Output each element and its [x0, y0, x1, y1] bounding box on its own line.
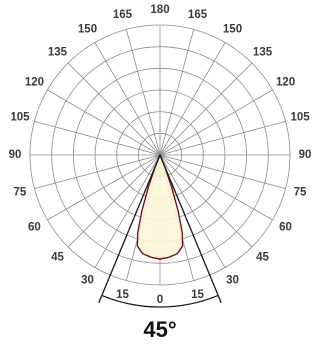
angle-tick-label: 15 — [191, 289, 204, 301]
angle-tick-label: 120 — [276, 77, 295, 89]
angle-tick-label: 45 — [256, 252, 269, 264]
angle-tick-label: 0 — [157, 294, 163, 306]
angle-tick-label: 60 — [279, 222, 292, 234]
angle-tick-label: 150 — [78, 23, 97, 35]
angle-tick-label: 15 — [116, 289, 129, 301]
angle-tick-label: 150 — [223, 23, 242, 35]
grid-ray — [47, 154, 161, 221]
angle-tick-label: 60 — [28, 222, 41, 234]
beam-angle-indicator — [98, 154, 222, 308]
angle-tick-label: 45 — [51, 252, 64, 264]
grid-ray — [159, 42, 226, 156]
grid-ray — [159, 154, 273, 221]
angle-tick-label: 135 — [48, 47, 68, 59]
angle-tick-label: 105 — [290, 112, 310, 124]
angle-tick-label: 90 — [299, 149, 312, 161]
beam-arc — [101, 294, 219, 308]
grid-ray — [47, 89, 161, 156]
angle-tick-label: 30 — [81, 275, 94, 287]
angle-tick-label: 90 — [9, 149, 22, 161]
angle-tick-labels: 0 180 15 15 30 30 45 45 60 60 75 75 90 90 105 105 120 120… — [9, 4, 312, 306]
grid-ray — [159, 120, 286, 156]
grid-ray — [94, 154, 161, 268]
grid-rays — [30, 25, 290, 285]
angle-tick-label: 135 — [253, 47, 273, 59]
beam-angle-label: 45° — [143, 317, 176, 342]
angle-tick-label: 165 — [188, 9, 208, 21]
grid-ray — [67, 154, 161, 248]
angle-tick-label: 75 — [294, 187, 307, 199]
grid-ray — [125, 29, 161, 156]
beam-left-line — [98, 154, 161, 304]
grid-ray — [159, 62, 253, 156]
angle-tick-label: 180 — [150, 4, 169, 16]
grid-ray — [159, 154, 286, 190]
angle-tick-label: 165 — [113, 9, 133, 21]
grid-ray — [67, 62, 161, 156]
grid-ray — [34, 120, 161, 156]
angle-tick-label: 105 — [10, 112, 30, 124]
grid-ray — [34, 154, 161, 190]
angle-tick-label: 120 — [25, 77, 44, 89]
beam-right-line — [159, 154, 222, 304]
grid-ray — [159, 154, 226, 268]
grid-ray — [94, 42, 161, 156]
grid-ray — [159, 29, 195, 156]
grid-ray — [159, 89, 273, 156]
angle-tick-label: 75 — [14, 187, 27, 199]
angle-tick-label: 30 — [226, 275, 239, 287]
grid-ray — [159, 154, 253, 248]
